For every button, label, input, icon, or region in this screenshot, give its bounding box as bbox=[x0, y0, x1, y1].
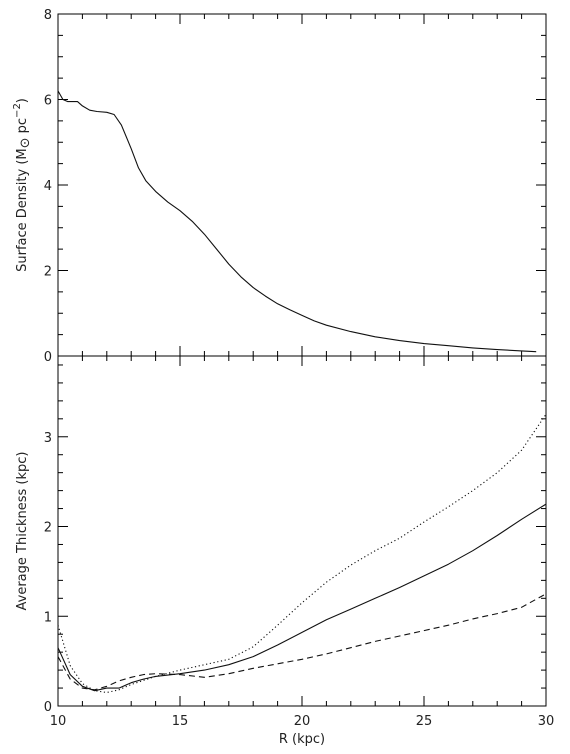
average-thickness-lines bbox=[57, 413, 547, 694]
average-thickness-axis-label: Average Thickness (kpc) bbox=[15, 452, 30, 611]
x-tick-label: 10 bbox=[50, 714, 67, 729]
series-line-dashed bbox=[57, 593, 547, 691]
y-tick-label: 1 bbox=[44, 610, 52, 625]
y-tick-label: 4 bbox=[44, 179, 52, 194]
surface-density-ticks: 0 2 4 6 8 bbox=[44, 8, 547, 365]
surface-density-label-unit: pc bbox=[15, 118, 30, 138]
y-tick-label: 0 bbox=[44, 350, 52, 365]
series-line-solid bbox=[57, 503, 547, 692]
x-tick-label: 15 bbox=[172, 714, 189, 729]
y-tick-label: 0 bbox=[44, 700, 52, 715]
y-tick-label: 2 bbox=[44, 521, 52, 536]
y-tick-label: 2 bbox=[44, 265, 52, 280]
y-tick-label: 3 bbox=[44, 431, 52, 446]
series-line-dotted bbox=[57, 413, 547, 694]
surface-density-label-close: ) bbox=[15, 98, 30, 103]
radius-axis-label: R (kpc) bbox=[279, 732, 325, 747]
y-tick-label: 8 bbox=[44, 8, 52, 23]
surface-density-axis-label: Surface Density (M⊙ pc−2) bbox=[12, 98, 33, 272]
surface-density-label-exponent: −2 bbox=[12, 103, 23, 118]
x-tick-label: 30 bbox=[538, 714, 555, 729]
y-tick-label: 6 bbox=[44, 94, 52, 109]
surface-density-lines bbox=[57, 90, 537, 353]
average-thickness-panel: 10 15 20 25 30 0 1 2 3 Average Thickness (kpc) R… bbox=[15, 355, 555, 747]
x-tick-label: 25 bbox=[416, 714, 433, 729]
solar-mass-symbol: ⊙ bbox=[18, 137, 33, 148]
average-thickness-plot-frame bbox=[57, 355, 547, 707]
series-line-solid bbox=[57, 90, 537, 353]
surface-density-panel: 0 2 4 6 8 Surface Density (M⊙ pc−2) bbox=[12, 8, 547, 365]
surface-density-plot-frame bbox=[57, 13, 547, 357]
x-tick-label: 20 bbox=[294, 714, 311, 729]
average-thickness-ticks: 10 15 20 25 30 0 1 2 3 bbox=[44, 356, 555, 729]
surface-density-label-main: Surface Density (M bbox=[15, 148, 30, 272]
